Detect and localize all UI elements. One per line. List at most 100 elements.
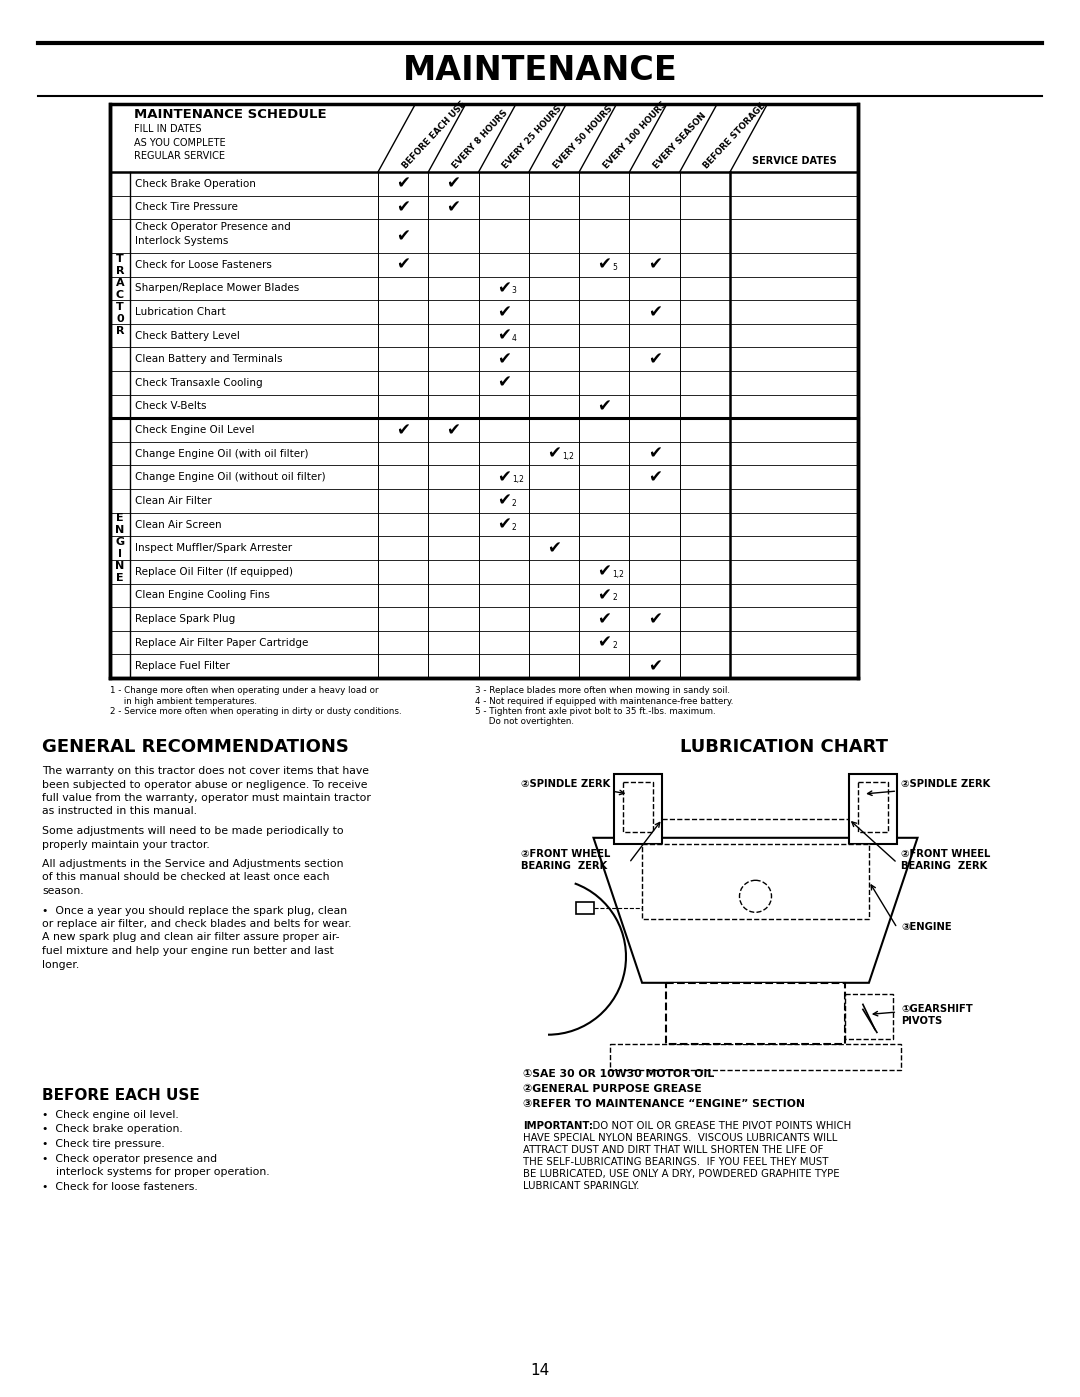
Text: ✔: ✔ <box>446 198 460 217</box>
Text: E
N
G
I
N
E: E N G I N E <box>116 513 124 583</box>
Text: 2: 2 <box>512 499 516 509</box>
Text: ✔: ✔ <box>396 228 410 244</box>
Text: BEFORE STORAGE: BEFORE STORAGE <box>702 101 768 170</box>
Text: Inspect Muffler/Spark Arrester: Inspect Muffler/Spark Arrester <box>135 543 292 553</box>
Text: ②FRONT WHEEL
BEARING  ZERK: ②FRONT WHEEL BEARING ZERK <box>901 849 990 872</box>
Text: ✔: ✔ <box>597 634 611 651</box>
Text: properly maintain your tractor.: properly maintain your tractor. <box>42 840 210 849</box>
Text: ✔: ✔ <box>396 198 410 217</box>
Text: Replace Spark Plug: Replace Spark Plug <box>135 613 235 624</box>
Text: ✔: ✔ <box>597 563 611 581</box>
Text: EVERY SEASON: EVERY SEASON <box>652 110 708 170</box>
Text: Check Battery Level: Check Battery Level <box>135 331 240 341</box>
Text: ✔: ✔ <box>597 610 611 629</box>
Text: 1,2: 1,2 <box>612 570 624 578</box>
Text: •  Once a year you should replace the spark plug, clean: • Once a year you should replace the spa… <box>42 905 347 915</box>
Text: Check Transaxle Cooling: Check Transaxle Cooling <box>135 377 262 388</box>
Text: BEFORE EACH USE: BEFORE EACH USE <box>42 1088 200 1104</box>
Text: EVERY 100 HOURS: EVERY 100 HOURS <box>602 99 669 170</box>
Text: as instructed in this manual.: as instructed in this manual. <box>42 806 197 816</box>
Text: Replace Oil Filter (If equipped): Replace Oil Filter (If equipped) <box>135 567 293 577</box>
Text: BEFORE EACH USE: BEFORE EACH USE <box>401 99 468 170</box>
Text: •  Check brake operation.: • Check brake operation. <box>42 1125 183 1134</box>
Text: Clean Battery and Terminals: Clean Battery and Terminals <box>135 355 283 365</box>
Text: HAVE SPECIAL NYLON BEARINGS.  VISCOUS LUBRICANTS WILL: HAVE SPECIAL NYLON BEARINGS. VISCOUS LUB… <box>523 1133 837 1143</box>
Text: ✔: ✔ <box>497 492 511 510</box>
Text: ✔: ✔ <box>396 420 410 439</box>
Text: Clean Air Filter: Clean Air Filter <box>135 496 212 506</box>
Text: 4 - Not required if equipped with maintenance-free battery.: 4 - Not required if equipped with mainte… <box>475 697 733 705</box>
Text: ②SPINDLE ZERK: ②SPINDLE ZERK <box>521 780 610 789</box>
Text: All adjustments in the Service and Adjustments section: All adjustments in the Service and Adjus… <box>42 859 343 869</box>
Text: 2: 2 <box>512 522 516 531</box>
Text: EVERY 50 HOURS: EVERY 50 HOURS <box>552 103 615 170</box>
Text: Check Engine Oil Level: Check Engine Oil Level <box>135 425 255 434</box>
Text: ✔: ✔ <box>497 515 511 534</box>
Text: season.: season. <box>42 886 83 895</box>
Bar <box>859 782 888 833</box>
Text: ✔: ✔ <box>497 327 511 345</box>
Text: ✔: ✔ <box>446 420 460 439</box>
Text: or replace air filter, and check blades and belts for wear.: or replace air filter, and check blades … <box>42 919 351 929</box>
Text: ✔: ✔ <box>497 468 511 486</box>
Text: ✔: ✔ <box>597 398 611 415</box>
Text: ✔: ✔ <box>548 539 561 557</box>
Bar <box>623 782 652 833</box>
Text: Replace Air Filter Paper Cartridge: Replace Air Filter Paper Cartridge <box>135 637 309 648</box>
Text: ✔: ✔ <box>648 303 662 321</box>
Text: interlock systems for proper operation.: interlock systems for proper operation. <box>42 1166 270 1178</box>
Text: Check for Loose Fasteners: Check for Loose Fasteners <box>135 260 272 270</box>
Text: ✔: ✔ <box>648 444 662 462</box>
Text: ✔: ✔ <box>446 175 460 193</box>
Text: ✔: ✔ <box>497 351 511 369</box>
Text: in high ambient temperatures.: in high ambient temperatures. <box>110 697 257 705</box>
Bar <box>643 844 869 919</box>
Text: Check Brake Operation: Check Brake Operation <box>135 179 256 189</box>
Text: ✔: ✔ <box>597 256 611 274</box>
Bar <box>576 901 594 914</box>
Text: Clean Air Screen: Clean Air Screen <box>135 520 221 529</box>
Text: fuel mixture and help your engine run better and last: fuel mixture and help your engine run be… <box>42 946 334 956</box>
Text: Change Engine Oil (with oil filter): Change Engine Oil (with oil filter) <box>135 448 309 458</box>
Text: full value from the warranty, operator must maintain tractor: full value from the warranty, operator m… <box>42 793 370 803</box>
Text: DO NOT OIL OR GREASE THE PIVOT POINTS WHICH: DO NOT OIL OR GREASE THE PIVOT POINTS WH… <box>586 1120 851 1132</box>
Text: Change Engine Oil (without oil filter): Change Engine Oil (without oil filter) <box>135 472 326 482</box>
Text: Clean Engine Cooling Fins: Clean Engine Cooling Fins <box>135 591 270 601</box>
Text: ATTRACT DUST AND DIRT THAT WILL SHORTEN THE LIFE OF: ATTRACT DUST AND DIRT THAT WILL SHORTEN … <box>523 1146 823 1155</box>
Text: ✔: ✔ <box>648 610 662 629</box>
Text: MAINTENANCE: MAINTENANCE <box>403 53 677 87</box>
Circle shape <box>740 880 771 912</box>
Text: 5: 5 <box>612 263 617 272</box>
Text: 2 - Service more often when operating in dirty or dusty conditions.: 2 - Service more often when operating in… <box>110 707 402 717</box>
Text: Some adjustments will need to be made periodically to: Some adjustments will need to be made pe… <box>42 826 343 835</box>
Text: ✔: ✔ <box>648 256 662 274</box>
Text: Replace Fuel Filter: Replace Fuel Filter <box>135 661 230 671</box>
Text: FILL IN DATES
AS YOU COMPLETE
REGULAR SERVICE: FILL IN DATES AS YOU COMPLETE REGULAR SE… <box>134 124 226 161</box>
Text: 2: 2 <box>612 594 617 602</box>
Text: 1 - Change more often when operating under a heavy load or: 1 - Change more often when operating und… <box>110 686 379 694</box>
Text: ✔: ✔ <box>497 374 511 391</box>
Text: EVERY 8 HOURS: EVERY 8 HOURS <box>450 108 510 170</box>
Text: Check V-Belts: Check V-Belts <box>135 401 206 412</box>
Text: LUBRICATION CHART: LUBRICATION CHART <box>680 738 888 756</box>
Text: ✔: ✔ <box>597 587 611 605</box>
Text: Interlock Systems: Interlock Systems <box>135 236 228 246</box>
Text: ✔: ✔ <box>548 444 561 462</box>
Text: ✔: ✔ <box>648 657 662 675</box>
Bar <box>845 995 893 1039</box>
Text: ✔: ✔ <box>396 175 410 193</box>
Text: ①GEARSHIFT
PIVOTS: ①GEARSHIFT PIVOTS <box>901 1004 973 1027</box>
Text: ✔: ✔ <box>648 468 662 486</box>
Text: ③REFER TO MAINTENANCE “ENGINE” SECTION: ③REFER TO MAINTENANCE “ENGINE” SECTION <box>523 1099 805 1109</box>
Text: 3 - Replace blades more often when mowing in sandy soil.: 3 - Replace blades more often when mowin… <box>475 686 730 694</box>
Bar <box>110 103 858 678</box>
Text: Check Tire Pressure: Check Tire Pressure <box>135 203 238 212</box>
Text: ②FRONT WHEEL
BEARING  ZERK: ②FRONT WHEEL BEARING ZERK <box>521 849 610 872</box>
Text: Lubrication Chart: Lubrication Chart <box>135 307 226 317</box>
Bar <box>610 1044 902 1070</box>
Text: •  Check operator presence and: • Check operator presence and <box>42 1154 217 1164</box>
Text: MAINTENANCE SCHEDULE: MAINTENANCE SCHEDULE <box>134 108 326 122</box>
Text: ②SPINDLE ZERK: ②SPINDLE ZERK <box>901 780 990 789</box>
Text: LUBRICANT SPARINGLY.: LUBRICANT SPARINGLY. <box>523 1180 639 1192</box>
Text: T
R
A
C
T
0
R: T R A C T 0 R <box>116 254 124 337</box>
